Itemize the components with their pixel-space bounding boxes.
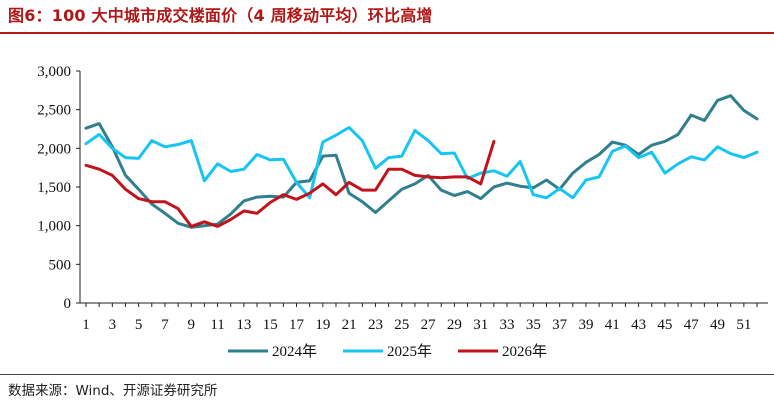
series-lines [84,94,759,229]
x-tick-label: 23 [368,317,383,333]
x-tick-label: 19 [315,317,330,333]
x-tick-label: 49 [710,317,725,333]
x-tick-label: 33 [500,317,515,333]
figure-title: 图6：100 大中城市成交楼面价（4 周移动平均）环比高增 [8,6,433,25]
x-tick-label: 27 [421,317,437,333]
x-tick-label: 13 [236,317,251,333]
x-tick-label: 3 [109,317,117,333]
y-tick-label: 500 [49,257,72,273]
x-tick-label: 39 [578,317,593,333]
y-tick-label: 2,000 [37,141,71,157]
footer-rule [0,374,774,375]
x-tick-label: 45 [657,317,672,333]
series-2024-line [84,94,759,229]
x-tick-label: 37 [552,317,568,333]
source-note: 数据来源：Wind、开源证券研究所 [8,383,218,399]
x-tick-label: 5 [135,317,143,333]
y-axis-ticks: 0 500 1,000 1,500 2,000 2,500 3,000 [37,64,80,312]
x-tick-label: 47 [684,317,700,333]
x-tick-label: 41 [605,317,620,333]
y-tick-label: 2,500 [37,103,71,119]
y-tick-label: 0 [64,296,72,312]
x-tick-label: 25 [394,317,409,333]
x-tick-label: 43 [631,317,646,333]
x-tick-label: 1 [82,317,90,333]
series-2025-line [84,126,759,200]
title-rule [0,32,774,34]
y-tick-label: 3,000 [37,64,71,80]
x-tick-label: 51 [736,317,751,333]
series-2026-line [84,139,496,228]
legend-label-2026: 2026年 [502,343,547,360]
x-tick-label: 15 [263,317,278,333]
x-tick-label: 9 [188,317,196,333]
legend-label-2024: 2024年 [272,343,317,360]
x-tick-label: 31 [473,317,488,333]
legend-label-2025: 2025年 [387,343,432,360]
x-tick-label: 21 [342,317,357,333]
y-tick-label: 1,000 [37,219,71,235]
chart-legend: 2024年 2025年 2026年 [228,343,547,360]
y-tick-label: 1,500 [37,180,71,196]
x-tick-label: 7 [161,317,169,333]
x-axis-ticks: 1 3 5 7 9 11 13 15 17 19 21 23 25 27 29 31 33 35 37 39 41 43 4… [82,303,758,333]
x-tick-label: 29 [447,317,462,333]
x-tick-label: 17 [289,317,305,333]
x-tick-label: 35 [526,317,541,333]
x-tick-label: 11 [210,317,224,333]
chart-axes [79,71,768,304]
